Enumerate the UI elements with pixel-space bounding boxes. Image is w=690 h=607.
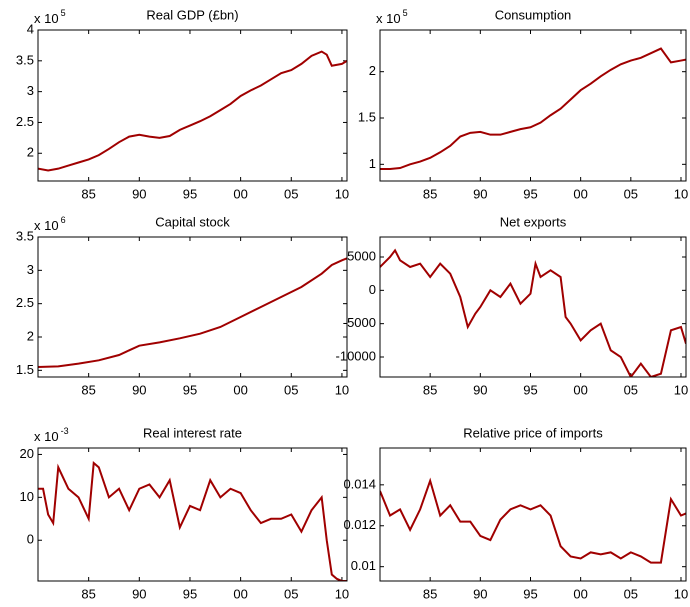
x-tick-label: 10: [335, 586, 349, 601]
axes-frame: [379, 447, 687, 582]
y-tick-label: 2: [27, 328, 34, 343]
x-tick-label: 95: [183, 586, 197, 601]
y-tick-label: -10000: [336, 348, 376, 363]
y-multiplier: x 10 5: [376, 8, 408, 26]
chart-title: Net exports: [500, 214, 567, 229]
x-tick-label: 05: [624, 586, 638, 601]
y-tick-label: 0: [27, 532, 34, 547]
y-tick-label: 0: [369, 282, 376, 297]
y-tick-label: 0.014: [343, 476, 376, 491]
x-tick-label: 10: [674, 586, 688, 601]
x-tick-label: 05: [624, 382, 638, 397]
plot-area: [380, 47, 686, 170]
y-tick-label: 0.012: [343, 517, 376, 532]
line-series: [38, 461, 347, 581]
x-tick-label: 05: [284, 186, 298, 201]
x-tick-label: 90: [132, 586, 146, 601]
line-series: [38, 50, 347, 172]
x-tick-label: 10: [674, 382, 688, 397]
y-tick-label: 1: [369, 156, 376, 171]
x-tick-label: 85: [423, 186, 437, 201]
plot-area: [380, 248, 686, 377]
y-tick-label: 2.5: [16, 295, 34, 310]
plot-area: [38, 50, 347, 172]
y-multiplier: x 10 6: [34, 215, 66, 233]
line-series: [380, 248, 686, 377]
axes-frame: [37, 29, 348, 182]
x-tick-label: 90: [132, 186, 146, 201]
x-tick-label: 95: [183, 382, 197, 397]
y-tick-label: 5000: [347, 248, 376, 263]
axes-frame: [379, 29, 687, 182]
x-tick-label: 85: [423, 382, 437, 397]
y-tick-label: 10: [20, 489, 34, 504]
x-tick-label: 90: [473, 186, 487, 201]
plot-area: [380, 477, 686, 564]
multiplier-base: x 10: [34, 218, 59, 233]
x-tick-label: 85: [81, 586, 95, 601]
y-multiplier: x 10 5: [34, 8, 66, 26]
chart-title: Capital stock: [155, 214, 230, 229]
multiplier-exponent: 5: [61, 8, 66, 18]
line-series: [38, 257, 347, 368]
x-tick-label: 10: [335, 382, 349, 397]
y-tick-label: 4: [27, 21, 34, 36]
y-tick-label: 20: [20, 446, 34, 461]
x-tick-label: 85: [81, 382, 95, 397]
x-tick-label: 85: [81, 186, 95, 201]
x-tick-label: 10: [335, 186, 349, 201]
multiplier-exponent: -3: [61, 426, 69, 436]
line-series: [380, 47, 686, 170]
multiplier-base: x 10: [376, 11, 401, 26]
x-tick-label: 00: [233, 586, 247, 601]
multiplier-exponent: 5: [403, 8, 408, 18]
y-multiplier: x 10 -3: [34, 426, 69, 444]
x-tick-label: 10: [674, 186, 688, 201]
y-tick-label: 2.5: [16, 114, 34, 129]
multiplier-base: x 10: [34, 11, 59, 26]
x-tick-label: 95: [523, 586, 537, 601]
x-tick-label: 90: [132, 382, 146, 397]
chart-title: Real GDP (£bn): [146, 7, 238, 22]
y-tick-label: 0.01: [351, 558, 376, 573]
x-tick-label: 00: [233, 382, 247, 397]
x-tick-label: 05: [624, 186, 638, 201]
plot-area: [38, 257, 347, 368]
multiplier-exponent: 6: [61, 215, 66, 225]
axes-frame: [37, 447, 348, 582]
x-tick-label: 00: [573, 186, 587, 201]
y-tick-label: 2: [369, 63, 376, 78]
x-tick-label: 00: [573, 382, 587, 397]
axes-frame: [379, 236, 687, 378]
y-tick-label: 3.5: [16, 228, 34, 243]
chart-title: Relative price of imports: [463, 425, 603, 440]
x-tick-label: 95: [523, 382, 537, 397]
y-tick-label: 2: [27, 145, 34, 160]
x-tick-label: 95: [183, 186, 197, 201]
y-tick-label: 3: [27, 262, 34, 277]
x-tick-label: 00: [233, 186, 247, 201]
x-tick-label: 05: [284, 586, 298, 601]
plot-area: [38, 461, 347, 581]
chart-title: Real interest rate: [143, 425, 242, 440]
x-tick-label: 95: [523, 186, 537, 201]
x-tick-label: 00: [573, 586, 587, 601]
x-tick-label: 90: [473, 586, 487, 601]
axes-frame: [37, 236, 348, 378]
x-tick-label: 90: [473, 382, 487, 397]
multiplier-base: x 10: [34, 429, 59, 444]
x-tick-label: 05: [284, 382, 298, 397]
line-series: [380, 477, 686, 564]
y-tick-label: 1.5: [358, 109, 376, 124]
y-tick-label: 3: [27, 83, 34, 98]
y-tick-label: 3.5: [16, 52, 34, 67]
x-tick-label: 85: [423, 586, 437, 601]
y-tick-label: -5000: [343, 315, 376, 330]
chart-title: Consumption: [495, 7, 572, 22]
y-tick-label: 1.5: [16, 362, 34, 377]
